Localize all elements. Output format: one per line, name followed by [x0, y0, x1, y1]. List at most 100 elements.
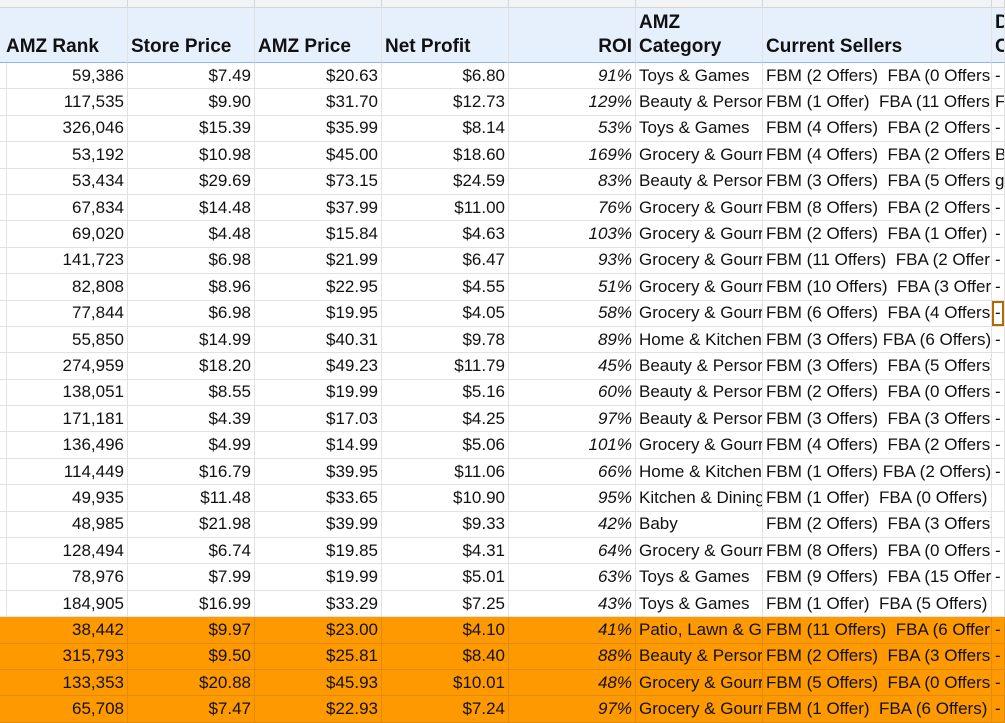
cell[interactable]: 55,850	[3, 326, 128, 354]
cell[interactable]: $9.97	[128, 617, 255, 644]
cell[interactable]: Grocery & Gourr	[636, 432, 763, 459]
cell[interactable]: Toys & Games	[636, 63, 763, 90]
cell[interactable]: 45%	[509, 353, 636, 380]
cell[interactable]: FBM (1 Offer) FBA (5 Offers)	[763, 590, 992, 618]
cell[interactable]: Beauty & Persor	[636, 406, 763, 433]
cell[interactable]: 138,051	[3, 379, 128, 407]
cell[interactable]: FBM (1 Offer) FBA (0 Offers)	[763, 485, 992, 512]
cell[interactable]: 83%	[509, 168, 636, 195]
cell[interactable]: $7.99	[128, 564, 255, 591]
cell[interactable]: Grocery & Gourr	[636, 300, 763, 327]
cell[interactable]: $4.05	[382, 300, 509, 327]
cell[interactable]: FBM (8 Offers) FBA (0 Offers	[763, 538, 992, 565]
cell[interactable]: $10.01	[382, 669, 509, 697]
cell[interactable]: 76%	[509, 194, 636, 222]
cell[interactable]: $18.20	[128, 353, 255, 380]
cell[interactable]: Grocery & Gourr	[636, 221, 763, 248]
cell[interactable]: -	[992, 300, 1005, 327]
cell[interactable]: $4.55	[382, 274, 509, 301]
cell[interactable]: $15.84	[255, 221, 382, 248]
cell[interactable]: FBM (9 Offers) FBA (15 Offer	[763, 564, 992, 591]
cell[interactable]: Grocery & Gourr	[636, 274, 763, 301]
cell[interactable]: $16.99	[128, 590, 255, 618]
cell[interactable]	[992, 511, 1005, 539]
cell[interactable]: 103%	[509, 221, 636, 248]
header-cell[interactable]: Current Sellers	[763, 8, 992, 63]
cell[interactable]: FBM (2 Offers) FBA (0 Offers	[763, 379, 992, 407]
cell[interactable]: FBM (8 Offers) FBA (2 Offers	[763, 194, 992, 222]
cell[interactable]: Toys & Games	[636, 590, 763, 618]
cell[interactable]: $5.16	[382, 379, 509, 407]
cell[interactable]: $10.98	[128, 142, 255, 169]
cell[interactable]: FBM (2 Offers) FBA (1 Offer)	[763, 221, 992, 248]
cell[interactable]: $25.81	[255, 643, 382, 670]
cell[interactable]: -	[992, 274, 1005, 301]
header-cell[interactable]: AMZ Price	[255, 8, 382, 63]
cell[interactable]: -	[992, 247, 1005, 275]
cell[interactable]: 69,020	[3, 221, 128, 248]
cell[interactable]: 114,449	[3, 458, 128, 486]
cell[interactable]: $4.39	[128, 406, 255, 433]
cell[interactable]: 171,181	[3, 406, 128, 433]
cell[interactable]: 117,535	[3, 89, 128, 116]
cell[interactable]: 82,808	[3, 274, 128, 301]
cell[interactable]	[992, 353, 1005, 380]
cell[interactable]: Home & Kitchen	[636, 458, 763, 486]
cell[interactable]: 91%	[509, 63, 636, 90]
cell[interactable]: -	[992, 406, 1005, 433]
cell[interactable]: $9.78	[382, 326, 509, 354]
cell[interactable]: 128,494	[3, 538, 128, 565]
header-cell[interactable]: AMZ Category	[636, 8, 763, 63]
header-cell[interactable]: Store Price	[128, 8, 255, 63]
cell[interactable]: 101%	[509, 432, 636, 459]
cell[interactable]: FBM (1 Offers) FBA (2 Offers)	[763, 458, 992, 486]
cell[interactable]: $14.48	[128, 194, 255, 222]
cell[interactable]: FBM (3 Offers) FBA (5 Offers)	[763, 353, 992, 380]
cell[interactable]: $6.98	[128, 247, 255, 275]
cell[interactable]: 88%	[509, 643, 636, 670]
cell[interactable]: Grocery & Gourr	[636, 669, 763, 697]
cell[interactable]: Beauty & Persor	[636, 168, 763, 195]
cell[interactable]: $4.48	[128, 221, 255, 248]
cell[interactable]: $49.23	[255, 353, 382, 380]
cell[interactable]: $45.00	[255, 142, 382, 169]
cell[interactable]: $7.49	[128, 63, 255, 90]
cell[interactable]: FBM (11 Offers) FBA (2 Offer	[763, 247, 992, 275]
cell[interactable]: -	[992, 194, 1005, 222]
cell[interactable]: $6.47	[382, 247, 509, 275]
cell[interactable]: $40.31	[255, 326, 382, 354]
cell[interactable]: 97%	[509, 696, 636, 723]
cell[interactable]: Beauty & Persor	[636, 89, 763, 116]
cell[interactable]: 51%	[509, 274, 636, 301]
cell[interactable]: FBM (4 Offers) FBA (2 Offers	[763, 142, 992, 169]
cell[interactable]: $4.63	[382, 221, 509, 248]
cell[interactable]: 315,793	[3, 643, 128, 670]
cell[interactable]: $8.55	[128, 379, 255, 407]
cell[interactable]: $7.24	[382, 696, 509, 723]
cell[interactable]: -	[992, 643, 1005, 670]
cell[interactable]: $8.14	[382, 115, 509, 143]
cell[interactable]: g	[992, 168, 1005, 195]
cell[interactable]: 169%	[509, 142, 636, 169]
cell[interactable]: Grocery & Gourr	[636, 194, 763, 222]
cell[interactable]: F	[992, 89, 1005, 116]
cell[interactable]: $4.31	[382, 538, 509, 565]
cell[interactable]: Grocery & Gourr	[636, 538, 763, 565]
cell[interactable]: $33.29	[255, 590, 382, 618]
cell[interactable]: -	[992, 617, 1005, 644]
cell[interactable]: -	[992, 115, 1005, 143]
cell[interactable]: 41%	[509, 617, 636, 644]
cell[interactable]: FBM (4 Offers) FBA (2 Offers	[763, 432, 992, 459]
cell[interactable]: $39.99	[255, 511, 382, 539]
cell[interactable]: $14.99	[128, 326, 255, 354]
cell[interactable]: -	[992, 538, 1005, 565]
cell[interactable]: 67,834	[3, 194, 128, 222]
cell[interactable]: 97%	[509, 406, 636, 433]
cell[interactable]: FBM (3 Offers) FBA (3 Offers	[763, 406, 992, 433]
cell[interactable]: $20.63	[255, 63, 382, 90]
cell[interactable]: $9.33	[382, 511, 509, 539]
cell[interactable]: $29.69	[128, 168, 255, 195]
cell[interactable]: $23.00	[255, 617, 382, 644]
cell[interactable]: $15.39	[128, 115, 255, 143]
cell[interactable]: -	[992, 669, 1005, 697]
